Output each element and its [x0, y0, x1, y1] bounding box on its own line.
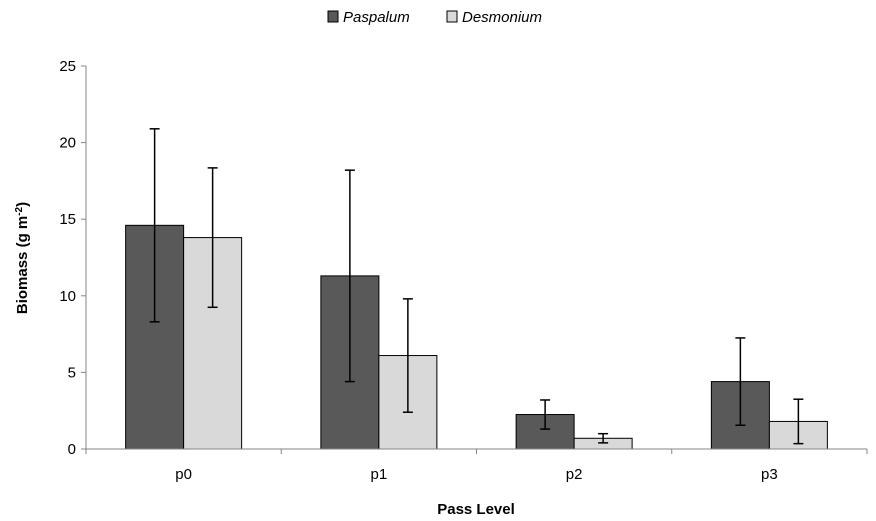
x-tick-label: p0 [175, 466, 192, 483]
legend-label-paspalum: Paspalum [343, 9, 410, 26]
x-ticks-group: p0 p1 p2 p3 [85, 449, 868, 483]
legend-label-desmonium: Desmonium [462, 9, 542, 26]
y-axis-title-superscript: -2 [14, 206, 25, 215]
y-tick-label: 20 [59, 135, 76, 152]
y-ticks-group: 0 5 10 15 20 25 [59, 58, 86, 458]
x-axis-title: Pass Level [437, 501, 515, 518]
y-tick-label: 25 [59, 58, 76, 75]
y-tick-label: 10 [59, 288, 76, 305]
y-tick-label: 0 [68, 441, 76, 458]
x-tick-label: p1 [371, 466, 388, 483]
y-axis-title-main: Biomass (g m [14, 216, 31, 314]
y-axis-title: Biomass (g m-2) [14, 202, 31, 314]
legend-swatch-paspalum [327, 10, 339, 23]
y-tick-label: 15 [59, 211, 76, 228]
legend-swatch-desmonium [446, 10, 458, 23]
legend: Paspalum Desmonium [327, 9, 542, 26]
x-tick-label: p2 [566, 466, 583, 483]
x-tick-label: p3 [761, 466, 778, 483]
y-axis-title-end: ) [14, 202, 31, 207]
bars-group [125, 224, 828, 450]
error-bars-group [149, 128, 804, 445]
y-tick-label: 5 [68, 364, 76, 381]
